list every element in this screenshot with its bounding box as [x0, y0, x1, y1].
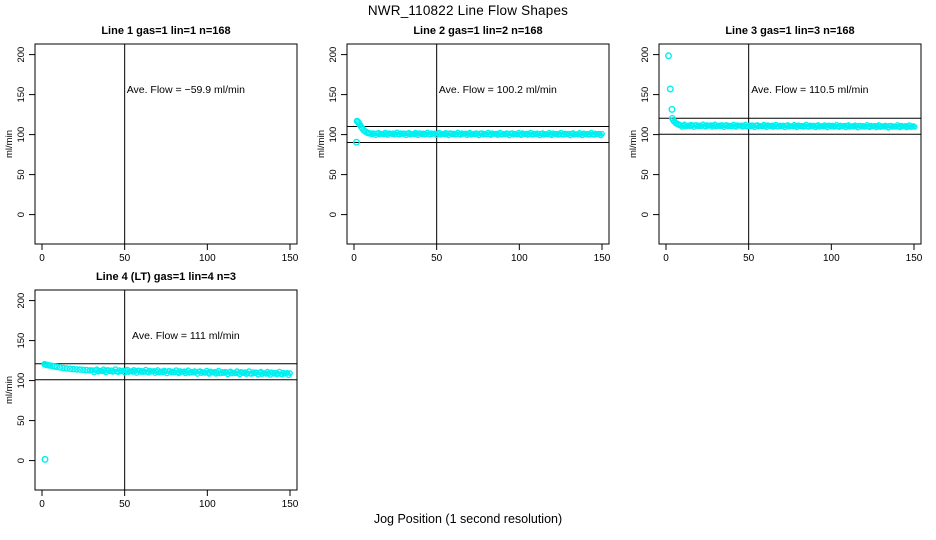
figure-x-axis-label: Jog Position (1 second resolution) — [373, 512, 563, 526]
ave-flow-annotation: Ave. Flow = −59.9 ml/min — [127, 84, 245, 96]
y-axis-label: ml/min — [4, 376, 15, 404]
x-tick-label: 100 — [511, 253, 528, 264]
y-tick-label: 150 — [16, 87, 27, 103]
data-point — [80, 366, 87, 374]
y-tick-label: 100 — [328, 127, 339, 143]
y-tick-label: 0 — [640, 212, 651, 217]
y-tick-label: 50 — [16, 169, 27, 180]
y-tick-label: 100 — [16, 373, 27, 389]
y-axis-label: ml/min — [628, 130, 639, 158]
panel-line-1: Line 1 gas=1 lin=1 n=168 0 50 100 150 200 0 50 1… — [4, 25, 299, 264]
x-tick-label: 100 — [823, 253, 840, 264]
plot-box — [658, 43, 922, 245]
data-point — [66, 365, 74, 373]
y-tick-label: 50 — [328, 169, 339, 180]
data-point — [911, 124, 918, 130]
data-point — [666, 85, 674, 93]
y-tick-label: 0 — [16, 458, 27, 463]
data-point — [53, 363, 61, 371]
data-point — [665, 52, 673, 60]
ave-flow-annotation: Ave. Flow = 110.5 ml/min — [751, 84, 868, 96]
plot-box — [346, 43, 610, 245]
data-point — [41, 455, 49, 463]
panel-title: Line 4 (LT) gas=1 lin=4 n=3 — [96, 271, 236, 283]
data-point — [287, 370, 293, 377]
x-tick-label: 150 — [906, 253, 923, 264]
y-axis-label: ml/min — [316, 130, 327, 158]
panel-title: Line 2 gas=1 lin=2 n=168 — [413, 25, 542, 37]
x-tick-label: 150 — [282, 253, 299, 264]
data-point — [73, 366, 80, 373]
y-tick-label: 0 — [16, 212, 27, 217]
x-tick-label: 150 — [282, 499, 299, 510]
y-tick-label: 100 — [16, 127, 27, 143]
y-tick-label: 200 — [16, 47, 27, 63]
ave-flow-annotation: Ave. Flow = 111 ml/min — [132, 330, 240, 342]
figure-title: NWR_110822 Line Flow Shapes — [367, 3, 569, 18]
x-tick-label: 100 — [199, 499, 216, 510]
y-tick-label: 50 — [640, 169, 651, 180]
plot-box — [34, 289, 298, 491]
x-tick-label: 100 — [199, 253, 216, 264]
x-tick-label: 0 — [351, 253, 357, 264]
data-point — [63, 365, 71, 372]
data-point — [70, 365, 77, 373]
data-point — [668, 105, 676, 113]
x-tick-label: 50 — [743, 253, 755, 264]
x-tick-label: 50 — [119, 253, 131, 264]
y-tick-label: 150 — [640, 87, 651, 103]
x-tick-label: 0 — [663, 253, 669, 264]
ave-flow-annotation: Ave. Flow = 100.2 ml/min — [439, 84, 557, 96]
panel-line-2: Line 2 gas=1 lin=2 n=168 0 50 100 150 200 0 50 1… — [316, 25, 611, 264]
data-point — [76, 366, 84, 373]
panel-line-4: Line 4 (LT) gas=1 lin=4 n=3 0 50 100 150 200 0… — [4, 271, 299, 510]
y-tick-label: 0 — [328, 212, 339, 217]
x-tick-label: 50 — [431, 253, 443, 264]
panel-title: Line 3 gas=1 lin=3 n=168 — [725, 25, 854, 37]
y-tick-label: 150 — [16, 333, 27, 349]
data-point — [353, 138, 361, 146]
x-tick-label: 50 — [119, 499, 131, 510]
panel-title: Line 1 gas=1 lin=1 n=168 — [101, 25, 230, 37]
panel-line-3: Line 3 gas=1 lin=3 n=168 0 50 100 150 200 0 50 1… — [628, 25, 923, 264]
data-point — [56, 364, 64, 371]
x-tick-label: 0 — [39, 253, 45, 264]
y-tick-label: 150 — [328, 87, 339, 103]
y-tick-label: 100 — [640, 127, 651, 143]
x-tick-label: 150 — [594, 253, 611, 264]
x-tick-label: 0 — [39, 499, 45, 510]
y-tick-label: 200 — [16, 293, 27, 309]
plot-box — [34, 43, 298, 245]
y-tick-label: 200 — [328, 47, 339, 63]
y-tick-label: 200 — [640, 47, 651, 63]
y-tick-label: 50 — [16, 415, 27, 426]
data-point — [60, 364, 67, 372]
y-axis-label: ml/min — [4, 130, 15, 158]
data-point — [599, 130, 605, 137]
